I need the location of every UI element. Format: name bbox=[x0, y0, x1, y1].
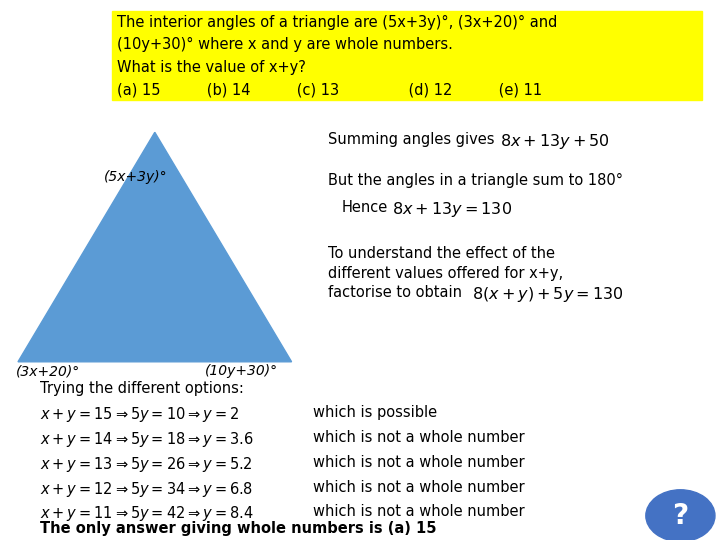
Text: which is possible: which is possible bbox=[313, 405, 437, 420]
Text: which is not a whole number: which is not a whole number bbox=[313, 455, 525, 470]
Polygon shape bbox=[18, 132, 292, 362]
Text: $x+y=14\Rightarrow5y=18\Rightarrow y=3.6$: $x+y=14\Rightarrow5y=18\Rightarrow y=3.6… bbox=[40, 430, 253, 449]
Text: But the angles in a triangle sum to 180°: But the angles in a triangle sum to 180° bbox=[328, 173, 623, 188]
Text: (5x+3y)°: (5x+3y)° bbox=[104, 170, 168, 184]
Text: which is not a whole number: which is not a whole number bbox=[313, 480, 525, 495]
Text: $8(x+y)+5y=130$: $8(x+y)+5y=130$ bbox=[472, 285, 623, 304]
Text: To understand the effect of the: To understand the effect of the bbox=[328, 246, 554, 261]
Text: (10y+30)° where x and y are whole numbers.: (10y+30)° where x and y are whole number… bbox=[117, 37, 453, 52]
Text: $x+y=15\Rightarrow5y=10\Rightarrow y=2$: $x+y=15\Rightarrow5y=10\Rightarrow y=2$ bbox=[40, 405, 239, 424]
Text: (3x+20)°: (3x+20)° bbox=[16, 364, 80, 379]
Text: $x+y=11\Rightarrow5y=42\Rightarrow y=8.4$: $x+y=11\Rightarrow5y=42\Rightarrow y=8.4… bbox=[40, 504, 253, 523]
Text: (a) 15          (b) 14          (c) 13               (d) 12          (e) 11: (a) 15 (b) 14 (c) 13 (d) 12 (e) 11 bbox=[117, 83, 542, 98]
Text: $x+y=13\Rightarrow5y=26\Rightarrow y=5.2$: $x+y=13\Rightarrow5y=26\Rightarrow y=5.2… bbox=[40, 455, 252, 474]
Text: different values offered for x+y,: different values offered for x+y, bbox=[328, 266, 563, 281]
Text: The interior angles of a triangle are (5x+3y)°, (3x+20)° and: The interior angles of a triangle are (5… bbox=[117, 15, 558, 30]
Text: which is not a whole number: which is not a whole number bbox=[313, 504, 525, 519]
Circle shape bbox=[646, 490, 715, 540]
Text: Summing angles gives: Summing angles gives bbox=[328, 132, 494, 147]
Text: What is the value of x+y?: What is the value of x+y? bbox=[117, 60, 306, 75]
FancyBboxPatch shape bbox=[112, 11, 702, 100]
Text: $x+y=12\Rightarrow5y=34\Rightarrow y=6.8$: $x+y=12\Rightarrow5y=34\Rightarrow y=6.8… bbox=[40, 480, 253, 498]
Text: $8x+13y=130$: $8x+13y=130$ bbox=[392, 200, 513, 219]
Text: ?: ? bbox=[672, 502, 688, 530]
Text: $8x+13y+50$: $8x+13y+50$ bbox=[500, 132, 611, 151]
Text: The only answer giving whole numbers is (a) 15: The only answer giving whole numbers is … bbox=[40, 521, 436, 536]
Text: (10y+30)°: (10y+30)° bbox=[205, 364, 279, 379]
Text: factorise to obtain: factorise to obtain bbox=[328, 285, 462, 300]
Text: Trying the different options:: Trying the different options: bbox=[40, 381, 243, 396]
Text: which is not a whole number: which is not a whole number bbox=[313, 430, 525, 445]
Text: Hence: Hence bbox=[342, 200, 388, 215]
